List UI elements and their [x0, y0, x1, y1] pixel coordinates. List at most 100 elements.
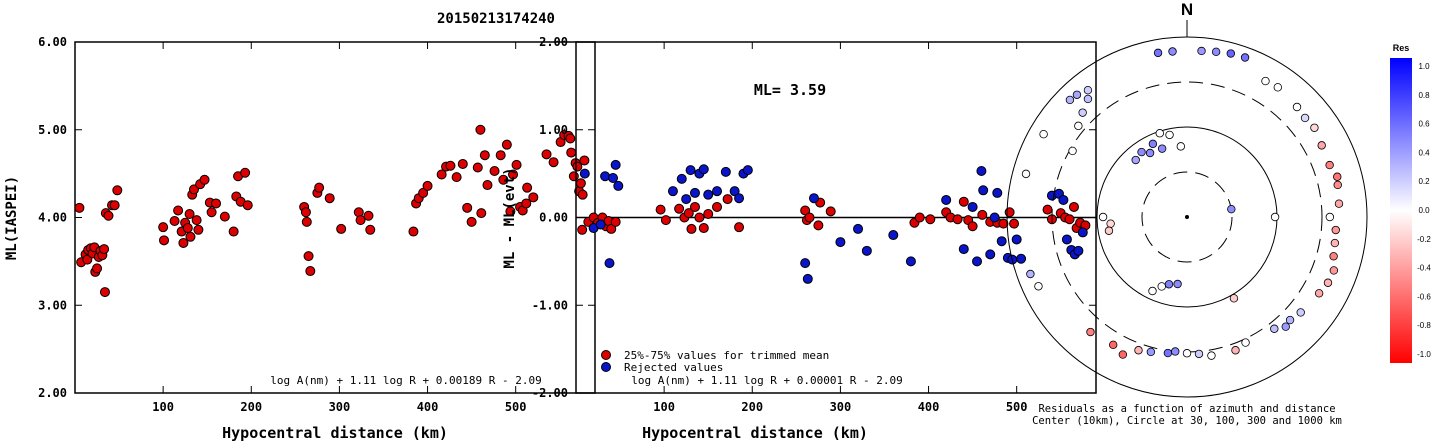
trimmed-data-point	[977, 209, 988, 220]
left-data-point	[528, 192, 539, 203]
polar-station-point	[1314, 289, 1324, 298]
colorbar-gradient	[1390, 58, 1412, 363]
left-y-axis-label: ML(IASPEI)	[4, 176, 20, 260]
colorbar-tick-label: 0.2	[1418, 177, 1430, 186]
polar-station-point	[1229, 294, 1239, 303]
polar-station-point	[1083, 94, 1093, 104]
legend-rejected-label: Rejected values	[624, 361, 723, 374]
polar-station-point	[1072, 90, 1082, 99]
middle-panel: -2.00 -1.00 0.00 1.00 2.00 100 200 300 400 500 M…	[502, 35, 1097, 441]
left-data-point	[193, 224, 204, 235]
left-data-point	[109, 200, 120, 211]
left-points	[74, 124, 590, 298]
polar-station-point	[1325, 160, 1334, 170]
polar-station-point	[1273, 83, 1283, 92]
left-data-point	[173, 205, 184, 216]
rejected-data-point	[703, 189, 714, 200]
polar-station-point	[1207, 351, 1216, 360]
trimmed-data-point	[800, 205, 811, 216]
middle-y-tick-label: 2.00	[539, 35, 568, 49]
middle-x-tick-label: 500	[1006, 400, 1028, 414]
left-data-point	[565, 133, 576, 144]
trimmed-data-point	[694, 212, 705, 223]
left-data-point	[541, 149, 552, 160]
colorbar-title: Res	[1393, 43, 1410, 53]
rejected-data-point	[967, 201, 978, 212]
polar-station-point	[1065, 95, 1075, 105]
left-data-point	[99, 244, 110, 255]
left-data-point	[301, 216, 312, 227]
colorbar-tick-label: -0.6	[1417, 292, 1431, 301]
left-x-tick-label: 200	[240, 400, 262, 414]
trimmed-data-point	[914, 212, 925, 223]
polar-station-point	[1083, 86, 1093, 95]
left-data-point	[436, 169, 447, 180]
polar-station-point	[1261, 76, 1270, 86]
rejected-data-point	[613, 180, 624, 191]
ml-value-label: ML= 3.59	[754, 81, 826, 99]
left-data-point	[572, 161, 583, 172]
left-data-point	[184, 208, 195, 219]
left-x-ticks: 100 200 300 400 500	[152, 42, 527, 414]
trimmed-data-point	[1004, 207, 1015, 218]
left-data-point	[365, 224, 376, 235]
epicenter-dot	[1185, 215, 1189, 219]
polar-station-point	[1323, 278, 1333, 287]
rejected-data-point	[595, 219, 606, 230]
polar-caption-line2: Center (10km), Circle at 30, 100, 300 an…	[1032, 415, 1342, 427]
left-formula: log A(nm) + 1.11 log R + 0.00189 R - 2.0…	[270, 374, 542, 387]
left-data-point	[228, 226, 239, 237]
colorbar-tick-label: -0.8	[1417, 321, 1431, 330]
legend-rejected-marker	[601, 362, 611, 372]
rejected-data-point	[712, 186, 723, 197]
trimmed-data-point	[655, 204, 666, 215]
polar-station-point	[1331, 225, 1340, 235]
left-data-point	[508, 169, 519, 180]
rejected-data-point	[667, 186, 678, 197]
left-data-point	[185, 231, 196, 242]
rejected-data-point	[610, 159, 621, 170]
rejected-data-point	[1061, 234, 1072, 245]
polar-station-point	[1300, 113, 1310, 123]
left-data-point	[303, 251, 314, 262]
polar-station-point	[1155, 129, 1164, 138]
left-data-point	[472, 162, 483, 173]
polar-station-point	[1086, 327, 1095, 337]
middle-y-tick-label: -1.00	[532, 298, 568, 312]
left-y-tick-label: 6.00	[38, 35, 67, 49]
trimmed-data-point	[606, 223, 617, 234]
left-x-tick-label: 400	[417, 400, 439, 414]
left-data-point	[191, 215, 202, 226]
trimmed-data-point	[998, 218, 1009, 229]
polar-station-point	[1034, 282, 1043, 291]
left-panel: 2.00 3.00 4.00 5.00 6.00 100 200 300 400 500 log…	[4, 35, 596, 441]
left-data-point	[522, 182, 533, 193]
left-data-point	[501, 139, 512, 150]
polar-station-point	[1329, 252, 1338, 261]
rejected-data-point	[861, 245, 872, 256]
polar-station-point	[1231, 346, 1240, 355]
left-data-point	[219, 211, 230, 222]
polar-panel: N Residuals as a function of azimuth and…	[1006, 0, 1368, 427]
polar-station-point	[1182, 349, 1192, 358]
left-data-point	[182, 223, 193, 234]
polar-station-point	[1168, 47, 1177, 56]
rejected-data-point	[888, 230, 899, 241]
polar-station-point	[1074, 121, 1083, 131]
polar-station-point	[1118, 350, 1128, 359]
trimmed-data-point	[610, 216, 621, 227]
left-data-point	[211, 198, 222, 209]
rejected-data-point	[1058, 194, 1069, 205]
middle-x-tick-label: 400	[918, 400, 940, 414]
left-data-point	[305, 266, 316, 277]
left-data-point	[178, 237, 189, 248]
trimmed-data-point	[698, 223, 709, 234]
middle-x-axis-label: Hypocentral distance (km)	[642, 424, 868, 441]
polar-station-point	[1296, 308, 1305, 317]
middle-x-tick-label: 300	[830, 400, 852, 414]
rejected-data-point	[996, 236, 1007, 247]
left-data-point	[112, 185, 123, 196]
polar-station-point	[1281, 322, 1290, 331]
left-data-point	[355, 215, 366, 226]
polar-station-point	[1148, 286, 1157, 296]
